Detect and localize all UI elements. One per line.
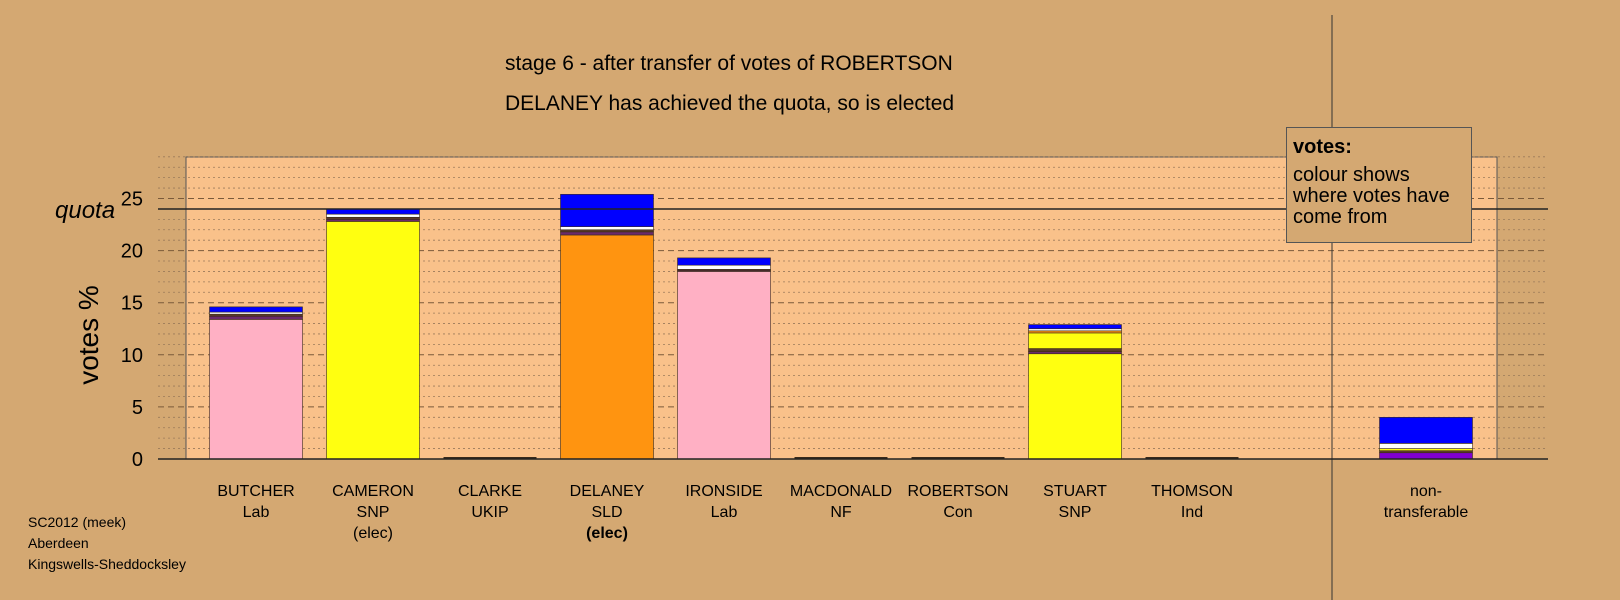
x-tick-label: BUTCHER — [217, 483, 294, 500]
bar-segment-non — [1379, 448, 1473, 451]
bar-segment-cameron — [326, 213, 420, 218]
x-tick-label: THOMSON — [1151, 483, 1233, 500]
y-tick-label: 15 — [121, 293, 143, 315]
bar-segment-non — [1379, 443, 1473, 449]
bar-segment-cameron — [326, 216, 420, 220]
bar-segment-butcher — [209, 306, 303, 313]
legend-text: colour shows where votes have come from — [1293, 164, 1450, 228]
x-tick-label: SLD — [591, 504, 622, 521]
y-tick-label: 25 — [121, 189, 143, 211]
legend-title: votes: — [1293, 136, 1352, 158]
bar-segment-delaney — [560, 231, 654, 236]
x-tick-label: DELANEY — [570, 483, 645, 500]
bar-segment-delaney — [560, 234, 654, 460]
stage-title: stage 6 - after transfer of votes of ROB… — [505, 52, 953, 75]
bar-segment-stuart — [1028, 330, 1122, 334]
bar-segment-stuart — [1028, 351, 1122, 355]
x-tick-label: (elec) — [353, 525, 393, 542]
quota-label: quota — [55, 197, 115, 224]
bar-segment-cameron — [326, 219, 420, 222]
x-tick-label: SNP — [357, 504, 390, 521]
x-tick-label: NF — [830, 504, 852, 521]
bar-segment-delaney — [560, 194, 654, 227]
bar-segment-butcher — [209, 311, 303, 315]
bar-segment-cameron — [326, 221, 420, 460]
bar-segment-stuart — [1028, 348, 1122, 352]
y-tick-label: 20 — [121, 241, 143, 263]
x-tick-label: CAMERON — [332, 483, 414, 500]
x-tick-label: UKIP — [471, 504, 508, 521]
bar-segment-ironside — [677, 271, 771, 460]
legend-box: votes: colour shows where votes have com… — [1286, 127, 1472, 243]
bar-segment-stuart — [1028, 324, 1122, 330]
stage-subtitle: DELANEY has achieved the quota, so is el… — [505, 92, 955, 115]
footer-ward: Kingswells-Sheddocksley — [28, 556, 186, 572]
bar-stacks — [209, 194, 1473, 460]
y-tick-label: 10 — [121, 345, 143, 367]
bar-segment-stuart — [1028, 353, 1122, 460]
bar-segment-non — [1379, 417, 1473, 444]
bar-segment-stuart — [1028, 332, 1122, 349]
x-tick-label: Lab — [243, 504, 270, 521]
bar-segment-butcher — [209, 313, 303, 317]
y-axis: 0 5 10 15 20 25 — [121, 189, 143, 472]
x-axis-labels: BUTCHER Lab CAMERON SNP (elec) CLARKE UKIP DELA… — [217, 483, 1468, 542]
bar-segment-butcher — [209, 319, 303, 460]
x-tick-label: non- — [1410, 483, 1442, 500]
bar-segment-stuart — [1028, 328, 1122, 332]
x-tick-label: (elec) — [586, 525, 628, 542]
bar-segment-non — [1379, 450, 1473, 454]
x-tick-label: Ind — [1181, 504, 1203, 521]
bar-segment-non — [1379, 452, 1473, 460]
footer-council: Aberdeen — [28, 535, 89, 551]
x-tick-label: STUART — [1043, 483, 1107, 500]
x-tick-label: ROBERTSON — [907, 483, 1008, 500]
bar-segment-butcher — [209, 315, 303, 320]
x-tick-label: CLARKE — [458, 483, 522, 500]
x-tick-label: MACDONALD — [790, 483, 892, 500]
x-tick-label: transferable — [1384, 504, 1469, 521]
x-tick-label: SNP — [1059, 504, 1092, 521]
bar-segment-ironside — [677, 264, 771, 270]
x-tick-label: IRONSIDE — [685, 483, 762, 500]
y-axis-title: votes % — [73, 285, 104, 385]
bar-segment-ironside — [677, 257, 771, 266]
x-tick-label: Con — [943, 504, 972, 521]
y-tick-label: 0 — [132, 449, 143, 471]
footer-election: SC2012 (meek) — [28, 514, 127, 530]
bar-segment-delaney — [560, 226, 654, 231]
x-tick-label: Lab — [711, 504, 738, 521]
y-tick-label: 5 — [132, 397, 143, 419]
bar-segment-delaney — [560, 229, 654, 233]
